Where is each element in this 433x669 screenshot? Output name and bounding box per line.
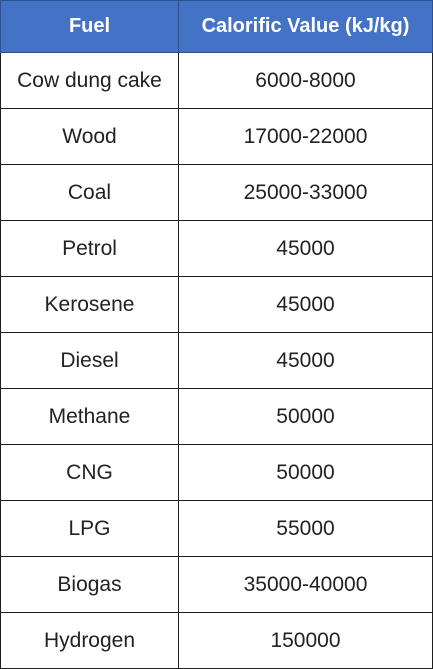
fuel-name-cell: Biogas bbox=[0, 556, 179, 613]
table-row: Cow dung cake 6000-8000 bbox=[0, 52, 433, 109]
header-calorific-value: Calorific Value (kJ/kg) bbox=[178, 0, 433, 53]
fuel-name-cell: Kerosene bbox=[0, 276, 179, 333]
table-row: Wood 17000-22000 bbox=[0, 108, 433, 165]
fuel-name-cell: Diesel bbox=[0, 332, 179, 389]
table-row: Kerosene 45000 bbox=[0, 276, 433, 333]
calorific-value-cell: 35000-40000 bbox=[178, 556, 433, 613]
calorific-value-cell: 45000 bbox=[178, 332, 433, 389]
calorific-value-cell: 17000-22000 bbox=[178, 108, 433, 165]
calorific-value-cell: 6000-8000 bbox=[178, 52, 433, 109]
fuel-name-cell: Methane bbox=[0, 388, 179, 445]
calorific-value-cell: 45000 bbox=[178, 220, 433, 277]
fuel-name-cell: CNG bbox=[0, 444, 179, 501]
calorific-value-cell: 50000 bbox=[178, 388, 433, 445]
fuel-name-cell: LPG bbox=[0, 500, 179, 557]
table-row: CNG 50000 bbox=[0, 444, 433, 501]
fuel-name-cell: Cow dung cake bbox=[0, 52, 179, 109]
fuel-name-cell: Hydrogen bbox=[0, 612, 179, 669]
calorific-value-cell: 150000 bbox=[178, 612, 433, 669]
table-row: Methane 50000 bbox=[0, 388, 433, 445]
calorific-value-cell: 25000-33000 bbox=[178, 164, 433, 221]
table-row: Coal 25000-33000 bbox=[0, 164, 433, 221]
calorific-value-cell: 45000 bbox=[178, 276, 433, 333]
table-row: Hydrogen 150000 bbox=[0, 612, 433, 669]
table-row: Diesel 45000 bbox=[0, 332, 433, 389]
table-row: Biogas 35000-40000 bbox=[0, 556, 433, 613]
calorific-value-cell: 55000 bbox=[178, 500, 433, 557]
fuel-name-cell: Wood bbox=[0, 108, 179, 165]
fuel-name-cell: Petrol bbox=[0, 220, 179, 277]
calorific-value-cell: 50000 bbox=[178, 444, 433, 501]
table-header-row: Fuel Calorific Value (kJ/kg) bbox=[0, 0, 433, 53]
table-row: LPG 55000 bbox=[0, 500, 433, 557]
table-row: Petrol 45000 bbox=[0, 220, 433, 277]
header-fuel: Fuel bbox=[0, 0, 179, 53]
fuel-name-cell: Coal bbox=[0, 164, 179, 221]
